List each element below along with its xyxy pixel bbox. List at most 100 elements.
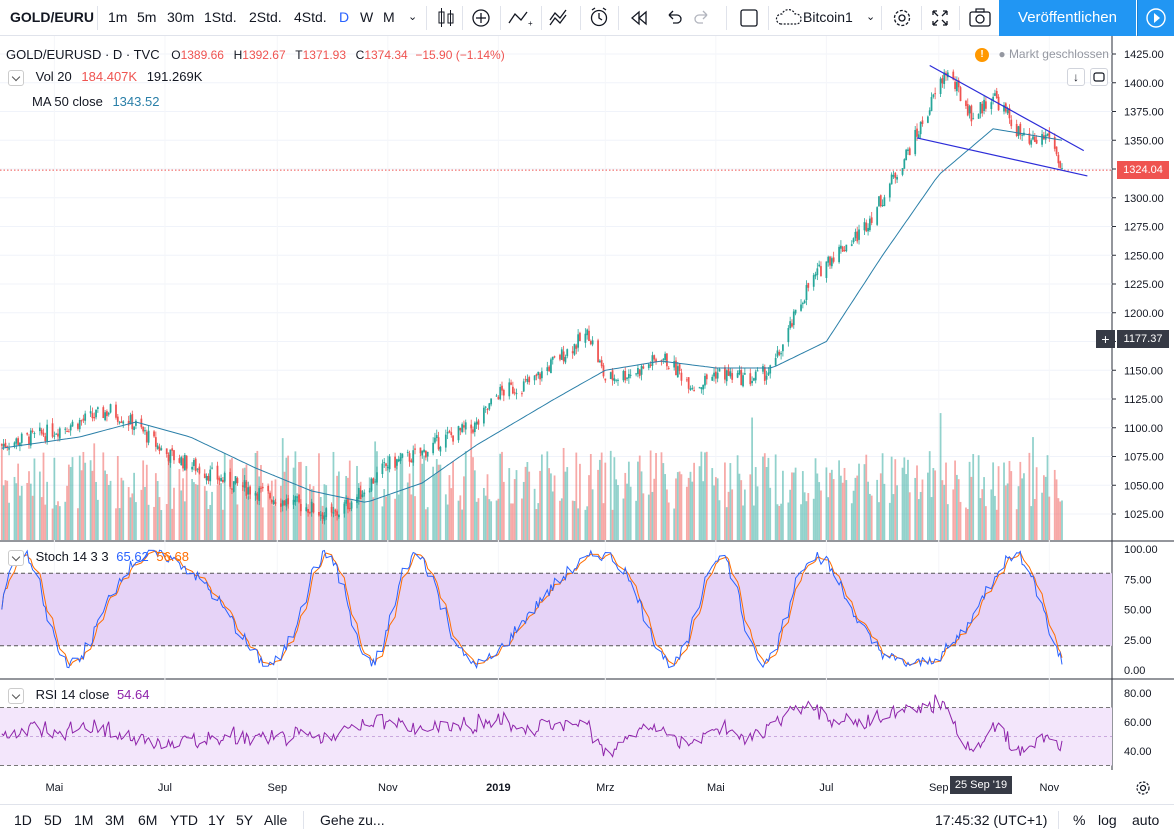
clock-readout[interactable]: 17:45:32 (UTC+1) [935, 812, 1048, 828]
volume-bar [743, 489, 746, 540]
candle-body [165, 448, 168, 455]
scroll-to-latest-button[interactable]: ↓ [1067, 68, 1085, 86]
auto-toggle[interactable]: auto [1132, 812, 1160, 828]
volume-bar [243, 467, 246, 540]
candle-body [89, 411, 92, 414]
price-axis[interactable]: 1025.00 1050.00 1075.00 1100.00 1125.00 1150.… [1112, 49, 1164, 758]
volume-bar [361, 490, 364, 540]
volume-bar [421, 463, 424, 540]
replay-icon[interactable] [628, 0, 650, 35]
goto-date-button[interactable]: Gehe zu... [320, 812, 385, 828]
volume-bar [46, 481, 49, 540]
maximize-pane-button[interactable] [1090, 68, 1108, 86]
log-toggle[interactable]: log [1098, 812, 1117, 828]
volume-bar [38, 471, 41, 540]
candle-body [579, 332, 581, 342]
volume-bar [216, 485, 219, 540]
camera-icon[interactable] [968, 0, 992, 35]
candle-body [546, 367, 549, 372]
axis-settings-gear-icon[interactable] [1133, 778, 1153, 798]
range-6m[interactable]: 6M [138, 812, 158, 828]
interval-4h[interactable]: 4Std. [294, 9, 327, 25]
ma-label: MA 50 close [32, 94, 103, 109]
publish-button[interactable]: Veröffentlichen [999, 0, 1136, 36]
candle-body [357, 487, 360, 500]
current-price-badge: 1324.04 [1117, 161, 1169, 179]
compare-plus-icon[interactable] [470, 0, 492, 35]
range-all[interactable]: Alle [264, 812, 288, 828]
publish-menu-button[interactable] [1137, 0, 1174, 36]
candle-body [222, 479, 224, 483]
cloud-icon[interactable] [775, 0, 803, 35]
interval-d[interactable]: D [339, 9, 350, 25]
interval-30m[interactable]: 30m [167, 9, 195, 25]
candle-body [359, 490, 362, 500]
volume-bar [736, 455, 739, 540]
interval-dropdown-icon[interactable]: ⌄ [408, 11, 418, 23]
candle-body [1048, 132, 1051, 138]
volume-bar [497, 498, 500, 540]
layout-name[interactable]: Bitcoin1 [803, 9, 853, 25]
collapse-rsi-button[interactable] [8, 687, 24, 704]
range-1y[interactable]: 1Y [208, 812, 226, 828]
volume-bar [473, 470, 476, 540]
volume-bar [196, 484, 199, 540]
volume-bar [901, 467, 904, 540]
range-ytd[interactable]: YTD [170, 812, 198, 828]
candles-icon[interactable] [436, 0, 456, 35]
volume-bar [1004, 485, 1007, 540]
fullscreen-square-icon[interactable] [738, 0, 760, 35]
range-5d[interactable]: 5D [44, 812, 62, 828]
volume-bar [116, 455, 119, 540]
interval-m[interactable]: M [383, 9, 395, 25]
interval-2h[interactable]: 2Std. [249, 9, 282, 25]
expand-icon[interactable] [929, 0, 951, 35]
candle-body [513, 392, 516, 394]
interval-1h[interactable]: 1Std. [204, 9, 237, 25]
candle-body [566, 349, 569, 357]
candle-body [33, 433, 36, 435]
divider [580, 6, 581, 30]
divider [97, 6, 98, 30]
range-1d[interactable]: 1D [14, 812, 32, 828]
redo-icon[interactable] [692, 0, 712, 35]
crosshair-plus-button[interactable]: + [1096, 330, 1115, 348]
candle-body [970, 105, 973, 122]
volume-bar [457, 500, 460, 540]
time-axis[interactable]: Mai Jul Sep Nov 2019 Mrz Mai Jul Sep Nov [46, 782, 1060, 794]
volume-bar [13, 476, 16, 540]
volume-bar [521, 498, 523, 540]
volume-bar [147, 504, 150, 540]
percent-toggle[interactable]: % [1073, 812, 1086, 828]
collapse-legend-button[interactable] [8, 69, 24, 86]
volume-bar [205, 490, 208, 540]
range-3m[interactable]: 3M [105, 812, 125, 828]
range-1m[interactable]: 1M [74, 812, 94, 828]
chart-canvas[interactable]: 1025.00 1050.00 1075.00 1100.00 1125.00 1150.… [0, 36, 1174, 804]
volume-bar [698, 466, 701, 540]
indicators-icon[interactable]: + [507, 0, 533, 35]
volume-bar [53, 457, 56, 540]
interval-w[interactable]: W [360, 9, 374, 25]
layout-dropdown-icon[interactable]: ⌄ [866, 11, 876, 23]
alert-clock-icon[interactable] [588, 0, 610, 35]
interval-1m[interactable]: 1m [108, 9, 128, 25]
templates-icon[interactable] [548, 0, 572, 35]
range-5y[interactable]: 5Y [236, 812, 254, 828]
volume-bar [816, 473, 819, 540]
volume-bar [464, 451, 467, 540]
volume-bar [399, 452, 402, 540]
close-label: C [355, 48, 365, 62]
volume-bar [704, 452, 706, 540]
candle-body [368, 490, 371, 492]
candle-body [267, 486, 270, 492]
undo-icon[interactable] [664, 0, 684, 35]
volume-bar [1028, 452, 1031, 540]
settings-gear-icon[interactable] [891, 0, 913, 35]
symbol-search[interactable]: GOLD/EURU [10, 9, 94, 25]
interval-5m[interactable]: 5m [137, 9, 157, 25]
collapse-stoch-button[interactable] [8, 549, 24, 566]
volume-bar [649, 450, 652, 540]
candle-body [676, 366, 679, 378]
candle-body [845, 244, 848, 252]
